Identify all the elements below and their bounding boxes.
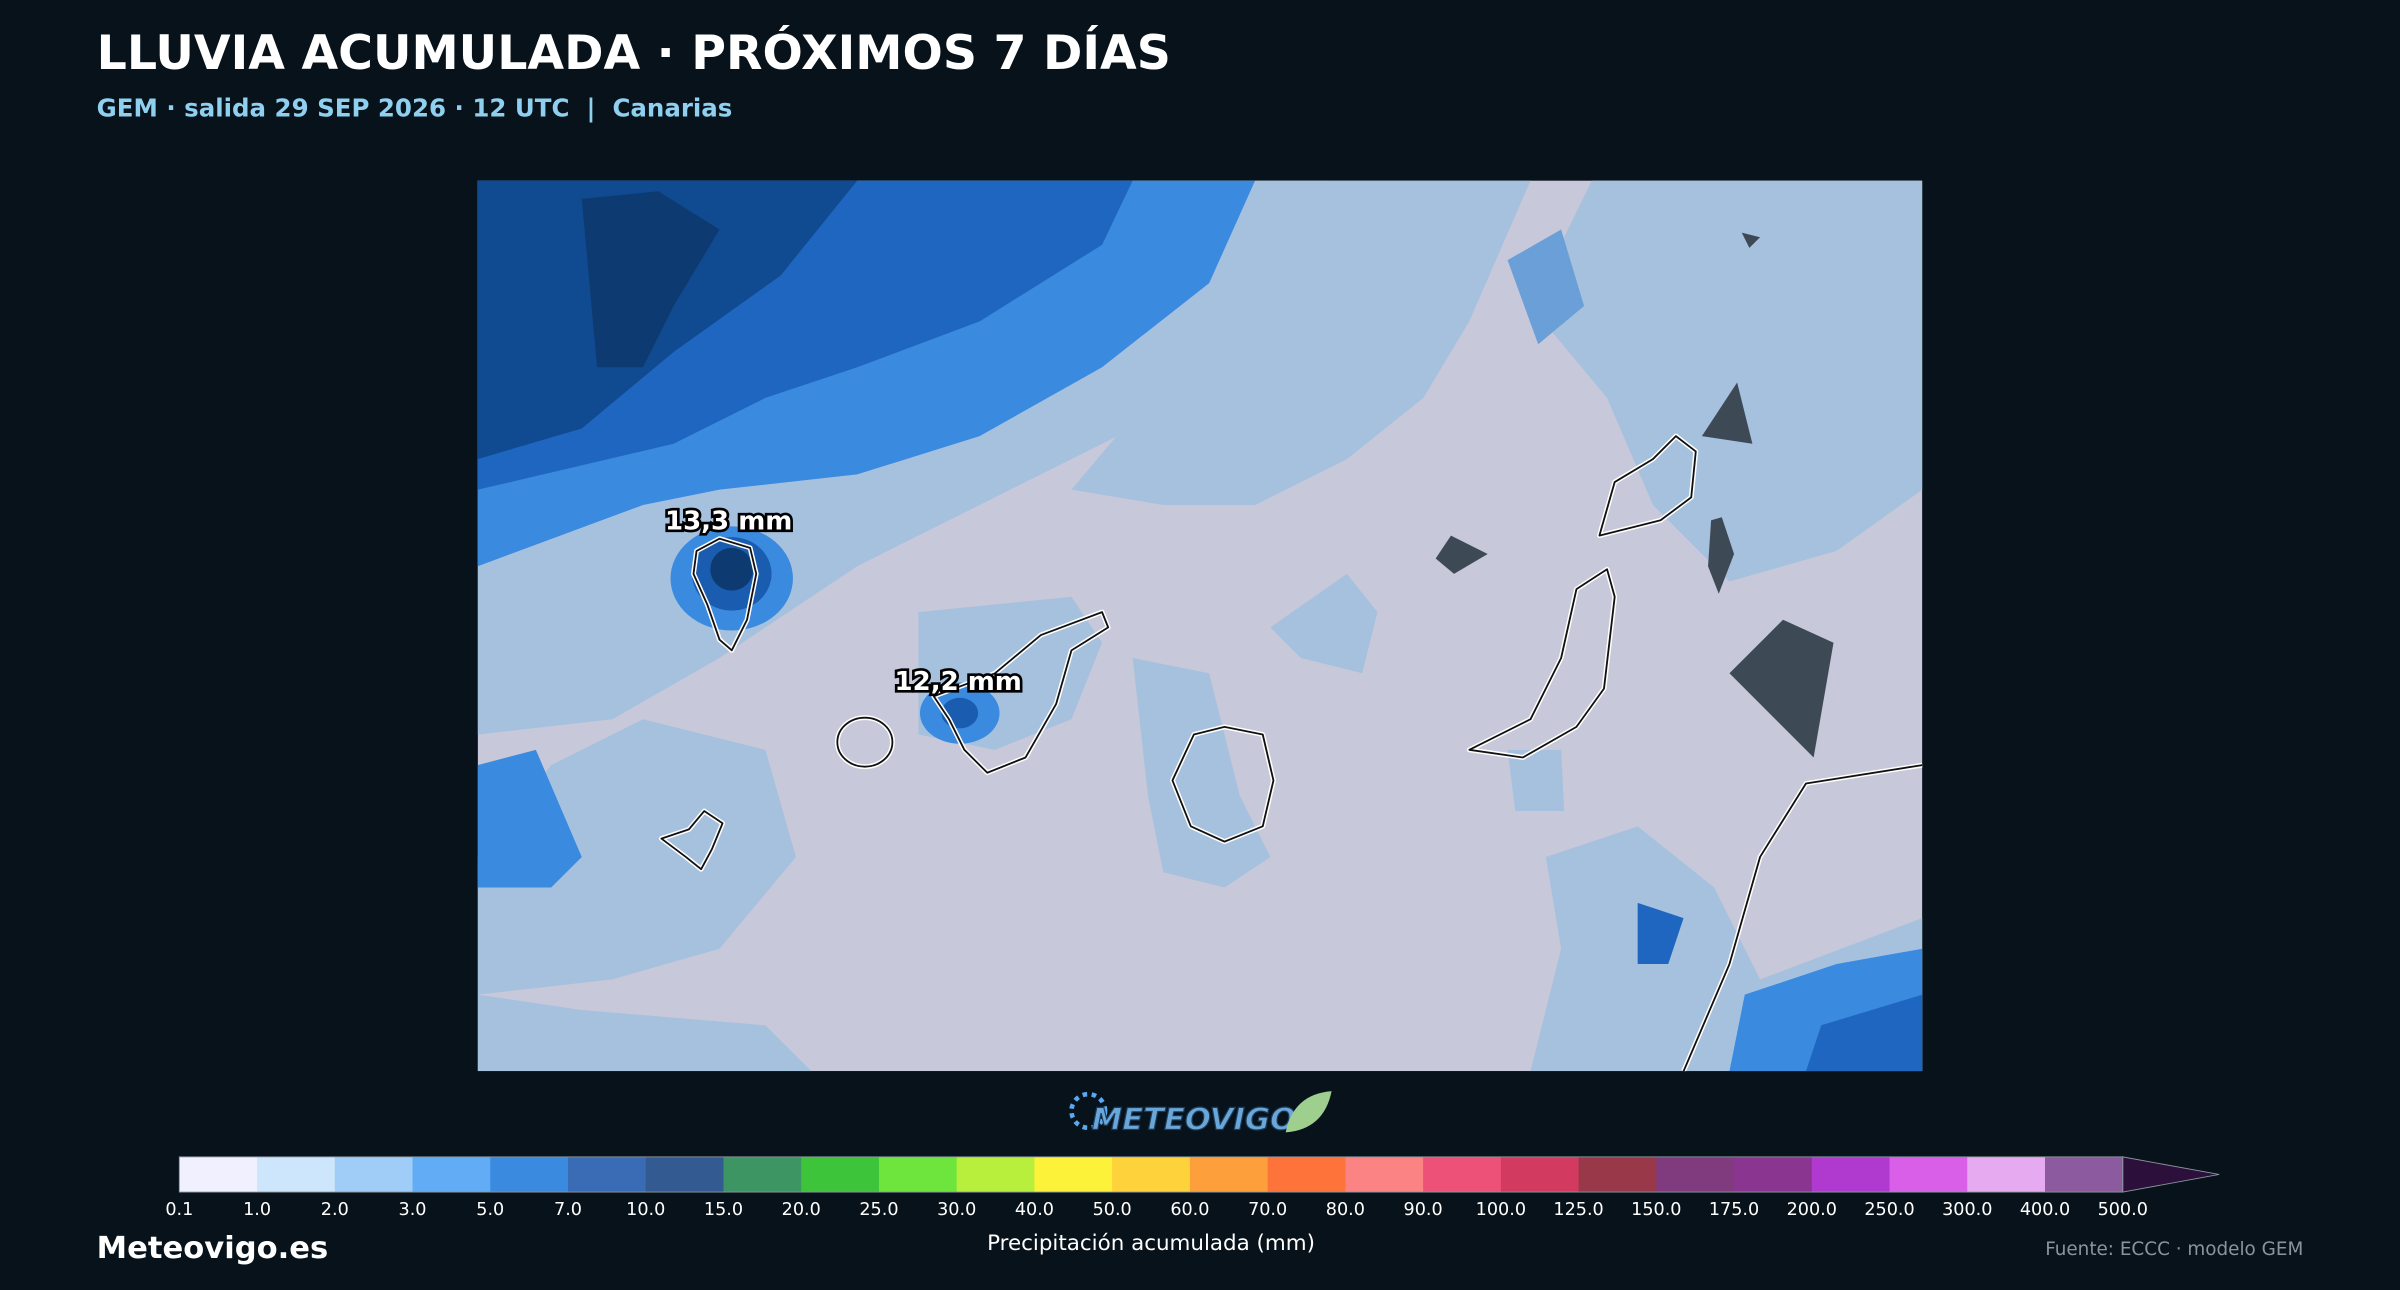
colorbar-tick-label: 80.0 [1326, 1200, 1365, 1220]
colorbar-tick-label: 1.0 [243, 1200, 271, 1220]
colorbar-tick-label: 15.0 [704, 1200, 743, 1220]
colorbar-tick-label: 500.0 [2098, 1200, 2148, 1220]
colorbar-tick-label: 400.0 [2020, 1200, 2070, 1220]
title: LLUVIA ACUMULADA · PRÓXIMOS 7 DÍAS [97, 24, 1171, 81]
colorbar-segment [1811, 1156, 1890, 1193]
colorbar-segment [723, 1156, 802, 1193]
logo-text: METEOVIGO [1092, 1102, 1296, 1137]
colorbar-tick-label: 60.0 [1170, 1200, 1209, 1220]
colorbar-segment [334, 1156, 413, 1193]
colorbar-segment [490, 1156, 569, 1193]
colorbar-segment [1267, 1156, 1346, 1193]
colorbar-tick-label: 150.0 [1631, 1200, 1681, 1220]
colorbar-tick-label: 10.0 [626, 1200, 665, 1220]
colorbar-tick-label: 0.1 [165, 1200, 193, 1220]
colorbar: 0.1 1.0 2.0 3.0 5.0 7.0 10.0 15.0 20.0 25.0 30.0 40… [165, 1156, 2220, 1220]
colorbar-tick-label: 7.0 [554, 1200, 582, 1220]
colorbar-segment [1889, 1156, 1968, 1193]
colorbar-tick-label: 3.0 [399, 1200, 427, 1220]
colorbar-segment [1423, 1156, 1502, 1193]
colorbar-tick-label: 30.0 [937, 1200, 976, 1220]
colorbar-segment [257, 1156, 336, 1193]
colorbar-tick-label: 175.0 [1709, 1200, 1759, 1220]
colorbar-segment [645, 1156, 724, 1193]
colorbar-segment [1967, 1156, 2046, 1193]
colorbar-tick-label: 250.0 [1864, 1200, 1914, 1220]
colorbar-segment [878, 1156, 958, 1193]
colorbar-tick-label: 90.0 [1404, 1200, 1443, 1220]
brand: Meteovigo.es [97, 1231, 329, 1266]
colorbar-segment [1734, 1156, 1813, 1193]
colorbar-segment [179, 1156, 258, 1193]
colorbar-tick-label: 2.0 [321, 1200, 349, 1220]
colorbar-tick-label: 300.0 [1942, 1200, 1992, 1220]
colorbar-tick-label: 5.0 [476, 1200, 504, 1220]
colorbar-tick-label: 25.0 [859, 1200, 898, 1220]
colorbar-segment [412, 1156, 491, 1193]
colorbar-segment [1189, 1156, 1269, 1193]
colorbar-segment [1578, 1156, 1657, 1193]
colorbar-segment [1345, 1156, 1424, 1193]
colorbar-frame [178, 1156, 2124, 1193]
colorbar-tick-label: 40.0 [1015, 1200, 1054, 1220]
colorbar-segment [1656, 1156, 1735, 1193]
source: Fuente: ECCC · modelo GEM [2045, 1239, 2303, 1260]
colorbar-segment [1112, 1156, 1191, 1193]
logo: METEOVIGO [1069, 1091, 1332, 1138]
colorbar-tick-label: 70.0 [1248, 1200, 1287, 1220]
max-label: 12,2 mm [895, 667, 1022, 697]
subtitle: GEM · salida 29 SEP 2026 · 12 UTC | Cana… [97, 93, 733, 122]
colorbar-segment [568, 1156, 647, 1193]
colorbar-tick-label: 100.0 [1476, 1200, 1526, 1220]
colorbar-tick-label: 20.0 [782, 1200, 821, 1220]
colorbar-tick-label: 125.0 [1553, 1200, 1603, 1220]
colorbar-segment [1500, 1156, 1580, 1193]
max-label: 13,3 mm [665, 506, 792, 536]
map: 13,3 mm 12,2 mm [477, 180, 1923, 1072]
colorbar-tick-label: 50.0 [1093, 1200, 1132, 1220]
colorbar-tick-label: 200.0 [1787, 1200, 1837, 1220]
colorbar-segment [1034, 1156, 1113, 1193]
colorbar-label: Precipitación acumulada (mm) [987, 1231, 1315, 1256]
colorbar-segment [956, 1156, 1035, 1193]
colorbar-segment [2045, 1156, 2124, 1193]
colorbar-segment [801, 1156, 880, 1193]
